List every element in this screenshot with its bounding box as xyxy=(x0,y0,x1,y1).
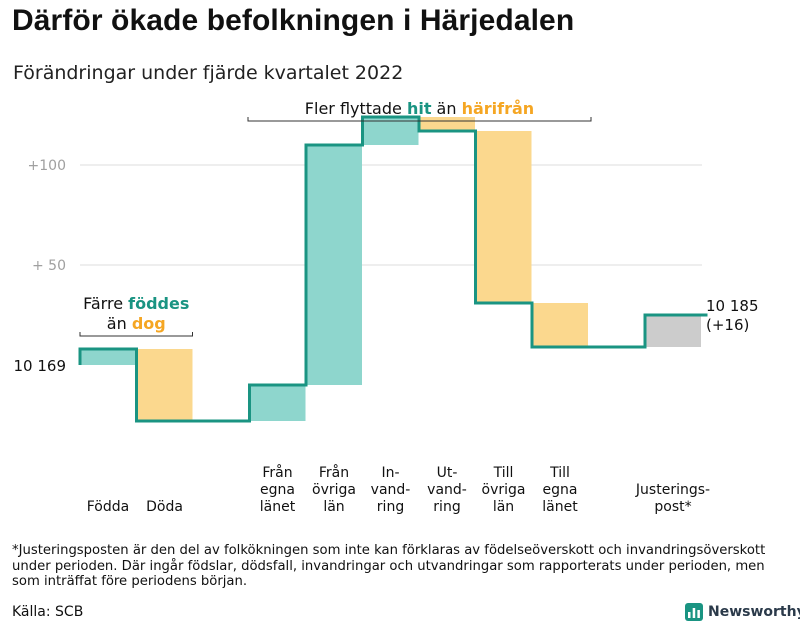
end-value-label: 10 185 xyxy=(706,297,759,315)
y-tick-label: +100 xyxy=(28,158,66,174)
category-label: Födda xyxy=(87,499,129,515)
bar-invandring xyxy=(362,117,419,145)
annotation-bracket-left xyxy=(79,332,193,337)
category-label: Till xyxy=(493,465,514,481)
category-label: Till xyxy=(549,465,570,481)
category-label: län xyxy=(493,499,514,515)
bar-frånövrigalän xyxy=(306,145,362,385)
annotation-bracket-top xyxy=(247,117,592,122)
category-label: vand- xyxy=(371,482,411,498)
annotation-top: Fler flyttade hit än härifrån xyxy=(305,99,534,118)
category-label: län xyxy=(323,499,344,515)
category-label: länet xyxy=(542,499,578,515)
annotation-left-line1: Färre föddes xyxy=(83,294,189,313)
category-label: Justerings- xyxy=(635,482,710,498)
newsworthy-logo: Newsworthy xyxy=(685,603,800,621)
category-label: post* xyxy=(654,499,691,515)
category-label: övriga xyxy=(482,482,526,498)
bar-födda xyxy=(80,349,136,365)
bar-utvandring xyxy=(419,117,475,131)
category-label: länet xyxy=(260,499,296,515)
category-label: In- xyxy=(381,465,399,481)
source-note: Källa: SCB xyxy=(12,604,84,620)
start-value-label: 10 169 xyxy=(14,357,67,375)
footnote: *Justeringsposten är den del av folkökni… xyxy=(12,543,766,589)
category-label: Ut- xyxy=(437,465,458,481)
cumulative-step-line xyxy=(78,115,708,423)
bar-justeringspost xyxy=(645,315,701,347)
waterfall-chart: +100+ 50 Födda DödaFrånegnalänetFrånövrig… xyxy=(14,99,759,515)
category-label: övriga xyxy=(312,482,356,498)
category-label: egna xyxy=(543,482,578,498)
category-label: ring xyxy=(377,499,404,515)
bar-tillövrigalän xyxy=(475,131,532,303)
bar-tillegnalänet xyxy=(532,303,588,347)
bar-chart-icon xyxy=(685,603,703,621)
category-label: ring xyxy=(433,499,460,515)
end-change-label: (+16) xyxy=(706,316,749,334)
logo-text: Newsworthy xyxy=(708,604,800,620)
category-label: Från xyxy=(319,464,349,481)
category-label: Döda xyxy=(146,499,183,515)
category-label: Från xyxy=(262,464,292,481)
category-label: egna xyxy=(260,482,295,498)
bar-döda xyxy=(136,349,193,421)
chart-subtitle: Förändringar under fjärde kvartalet 2022 xyxy=(13,62,404,84)
y-tick-label: + 50 xyxy=(32,258,66,274)
category-label: vand- xyxy=(427,482,467,498)
chart-title: Därför ökade befolkningen i Härjedalen xyxy=(12,4,575,37)
bar-frånegnalänet xyxy=(249,385,306,421)
annotation-left-line2: än dog xyxy=(107,314,166,333)
